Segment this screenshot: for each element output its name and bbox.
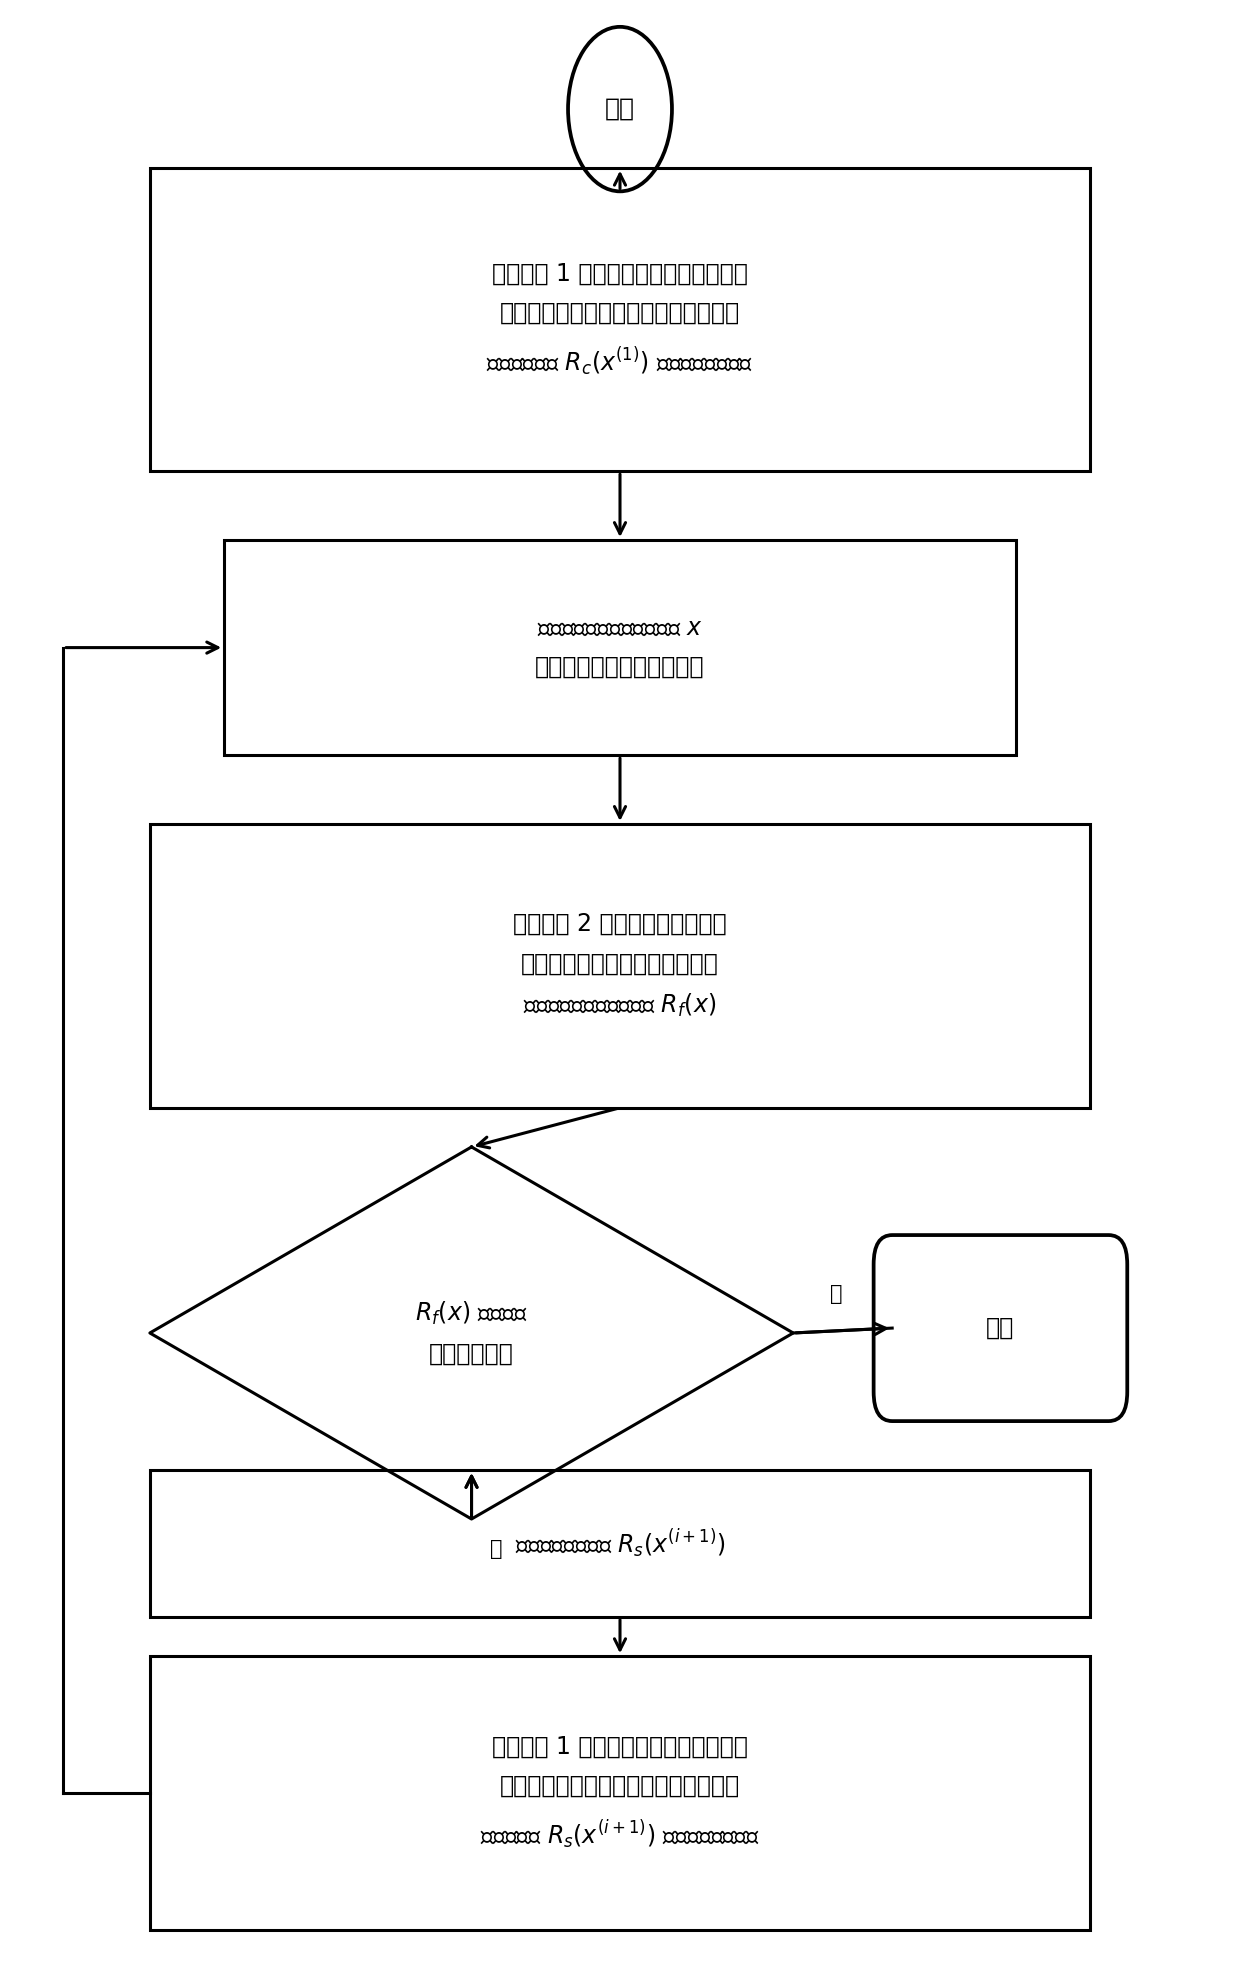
Text: 否: 否: [490, 1539, 502, 1559]
Text: 是: 是: [831, 1284, 843, 1304]
Text: 结束: 结束: [986, 1316, 1014, 1339]
Text: $R_f(x)$ 是否满足
目标频率响应: $R_f(x)$ 是否满足 目标频率响应: [415, 1300, 528, 1367]
Text: 构建修正频率响应 $R_s(x^{(i+1)})$: 构建修正频率响应 $R_s(x^{(i+1)})$: [515, 1528, 725, 1559]
Text: 使用基于 1 阶矢量基函数的时域谱元法
对目标模型进行低精度优化仿真，使低
精度频率响应 $R_c(x^{(1)})$ 满足目标频率响应: 使用基于 1 阶矢量基函数的时域谱元法 对目标模型进行低精度优化仿真，使低 精度…: [486, 261, 754, 378]
Text: 将低精度优化得到的参变量 $x$
作为高精度计算时的参变量: 将低精度优化得到的参变量 $x$ 作为高精度计算时的参变量: [536, 616, 704, 679]
Text: 建模: 建模: [605, 98, 635, 122]
Text: 使用基于 1 阶矢量基函数的时域谱元法
对目标模型进行低精度优化仿真，使修
正频率响应 $R_s(x^{(i+1)})$ 满足目标频率响应: 使用基于 1 阶矢量基函数的时域谱元法 对目标模型进行低精度优化仿真，使修 正频…: [480, 1735, 760, 1851]
Text: 使用基于 2 阶矢量基函数的时域
谱元法对目标模型进行高精度仿
真，获得高精度频率响应 $R_f(x)$: 使用基于 2 阶矢量基函数的时域 谱元法对目标模型进行高精度仿 真，获得高精度频…: [513, 912, 727, 1020]
